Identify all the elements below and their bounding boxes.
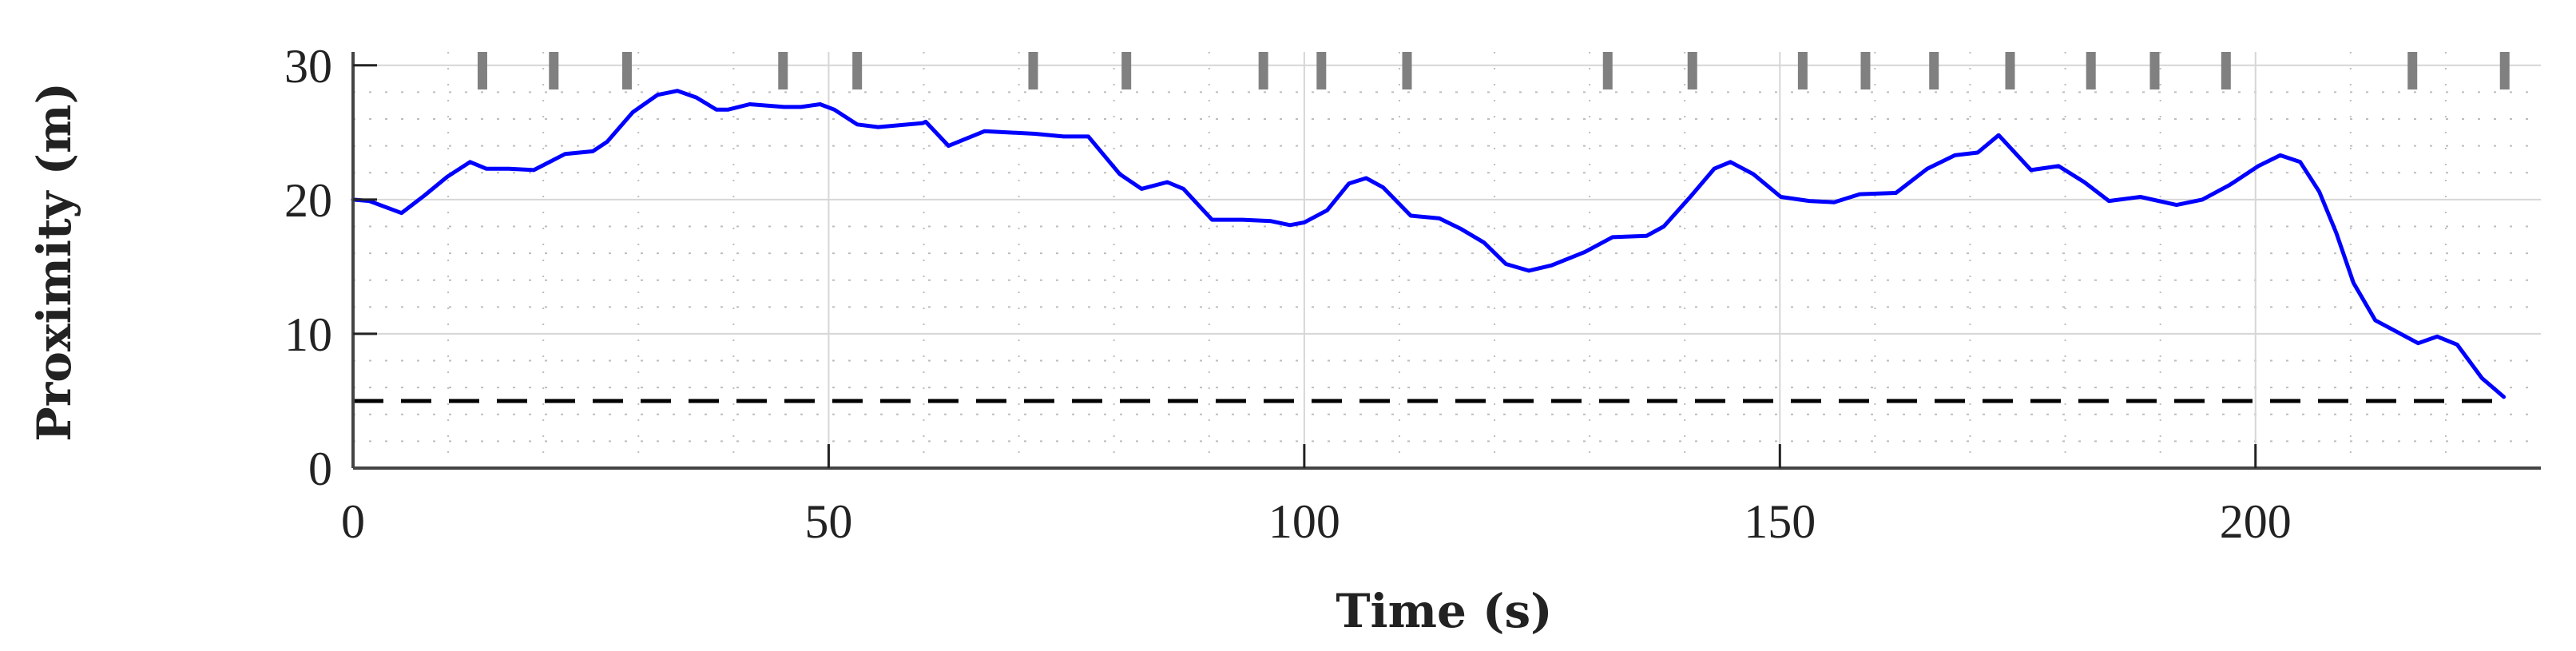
y-tick-labels: 0 10 20 30 [284,40,332,495]
event-marker [852,52,863,90]
event-marker [2499,52,2510,90]
event-marker [1860,52,1871,90]
event-marker [477,52,487,90]
event-marker [1687,52,1697,90]
event-marker [1258,52,1268,90]
proximity-line [351,89,2507,399]
event-marker [1402,52,1412,90]
event-marker [549,52,559,90]
event-marker [1602,52,1613,90]
event-marker [1797,52,1808,90]
x-tick-label: 50 [804,495,852,548]
event-marker [1316,52,1327,90]
event-marker [621,52,632,90]
y-tick-label: 0 [308,443,332,495]
x-axis-label: Time (s) [1336,584,1552,638]
y-tick-label: 30 [284,40,332,93]
y-axis-label: Proximity (m) [27,82,81,442]
event-marker [2221,52,2231,90]
event-marker [1028,52,1038,90]
event-markers [477,52,2510,90]
event-marker [1121,52,1132,90]
event-marker [1929,52,1939,90]
grid [353,52,2541,468]
event-marker [2407,52,2418,90]
y-tick-label: 10 [284,308,332,361]
y-tick-label: 20 [284,174,332,227]
series-group [351,89,2507,403]
x-tick-label: 150 [1744,495,1816,548]
event-marker [2149,52,2160,90]
x-tick-label: 100 [1268,495,1340,548]
x-tick-label: 200 [2220,495,2292,548]
event-marker [2005,52,2015,90]
event-marker [778,52,788,90]
x-tick-label: 0 [341,495,365,548]
axes [351,52,2541,470]
x-tick-labels: 0 50 100 150 200 [341,495,2292,548]
event-marker [2086,52,2096,90]
